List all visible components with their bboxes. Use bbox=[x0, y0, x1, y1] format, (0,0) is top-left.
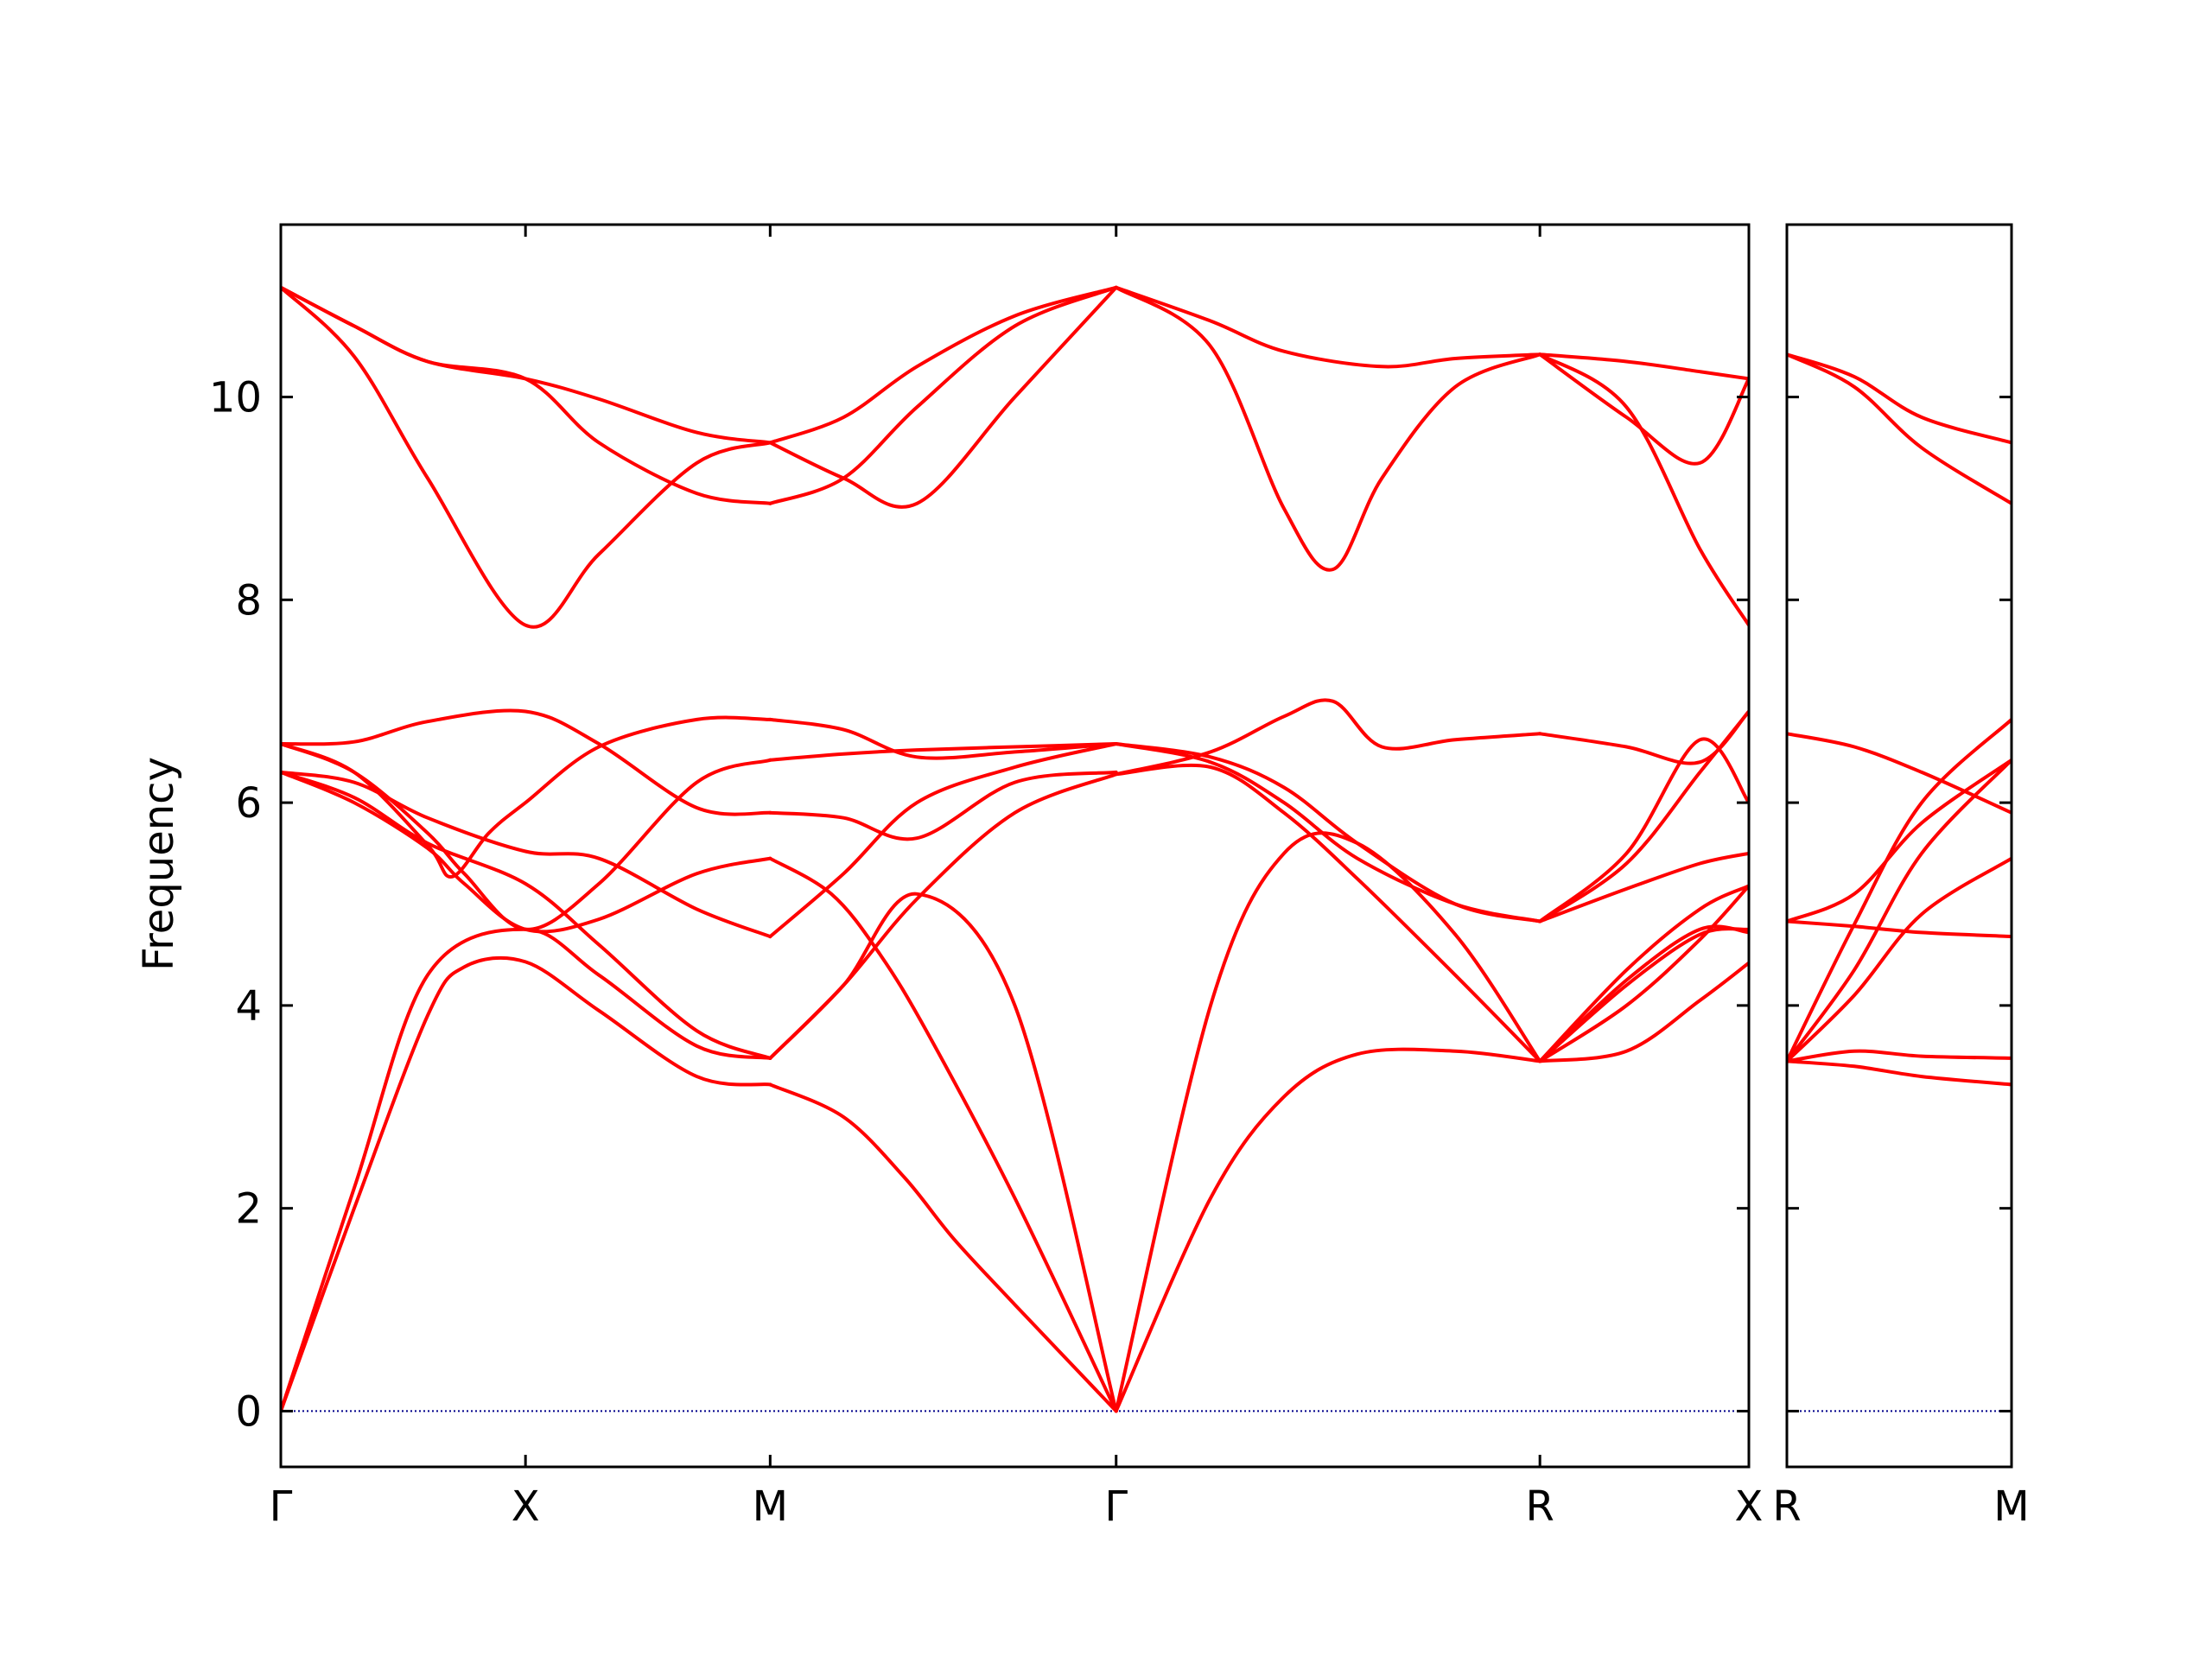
x-tick-label: X bbox=[512, 1482, 540, 1531]
band-line bbox=[1114, 698, 1542, 777]
band-line bbox=[1538, 709, 1749, 924]
band-line bbox=[1538, 961, 1749, 1063]
band-line bbox=[1114, 1047, 1542, 1413]
band-line bbox=[1787, 856, 2012, 1063]
band-line bbox=[1787, 717, 2012, 1063]
x-tick-label: R bbox=[1525, 1482, 1554, 1531]
band-line bbox=[768, 856, 1118, 1413]
x-tick-label: M bbox=[753, 1482, 788, 1531]
x-tick-label: R bbox=[1772, 1482, 1801, 1531]
band-line bbox=[1787, 758, 2012, 1063]
band-line bbox=[1787, 352, 2012, 505]
band-line bbox=[281, 285, 772, 445]
band-line bbox=[1538, 884, 1749, 1063]
x-tick-label: Γ bbox=[1104, 1482, 1128, 1531]
band-line bbox=[1114, 285, 1542, 572]
x-tick-label: X bbox=[1735, 1482, 1764, 1531]
band-line bbox=[768, 742, 1118, 762]
band-line bbox=[1538, 352, 1749, 466]
band-line bbox=[1114, 831, 1542, 1413]
x-tick-label: M bbox=[1993, 1482, 2029, 1531]
y-tick-label: 0 bbox=[235, 1387, 262, 1436]
band-line bbox=[1538, 851, 1749, 924]
band-line bbox=[281, 708, 772, 816]
band-line bbox=[1538, 737, 1749, 924]
band-line bbox=[768, 892, 1118, 1413]
band-line bbox=[281, 285, 772, 629]
series-group bbox=[281, 285, 1749, 1413]
band-line bbox=[1787, 1049, 2012, 1063]
band-line bbox=[768, 285, 1118, 445]
series-group bbox=[1787, 352, 2012, 1412]
band-line bbox=[1114, 763, 1542, 1063]
band-line bbox=[768, 742, 1118, 939]
band-line bbox=[281, 927, 772, 1413]
band-line bbox=[1787, 758, 2012, 924]
band-line bbox=[281, 285, 772, 505]
band-line bbox=[1787, 919, 2012, 939]
band-line bbox=[768, 717, 1118, 760]
x-tick-label: Γ bbox=[270, 1482, 293, 1531]
y-tick-label: 6 bbox=[235, 779, 262, 828]
y-axis-label: Frequency bbox=[135, 757, 183, 971]
y-tick-label: 2 bbox=[235, 1185, 262, 1234]
band-line bbox=[281, 742, 772, 931]
band-line bbox=[281, 955, 772, 1413]
band-line bbox=[1787, 352, 2012, 445]
band-line bbox=[281, 715, 772, 879]
band-line bbox=[1538, 709, 1749, 765]
band-line bbox=[1787, 1059, 2012, 1087]
band-line bbox=[768, 285, 1118, 509]
y-tick-label: 4 bbox=[235, 982, 262, 1031]
band-line bbox=[768, 285, 1118, 505]
y-tick-label: 8 bbox=[235, 576, 262, 625]
band-line bbox=[1538, 352, 1749, 627]
band-line bbox=[1538, 927, 1749, 1063]
y-tick-label: 10 bbox=[209, 374, 262, 422]
band-line bbox=[1787, 732, 2012, 815]
band-line bbox=[1114, 285, 1542, 369]
band-line bbox=[1538, 352, 1749, 381]
panel-frame bbox=[279, 223, 1751, 1469]
chart-panel-1: 0 2 4 6 8 10 Γ X M Γ R X bbox=[209, 223, 1764, 1531]
band-line bbox=[1538, 884, 1749, 1063]
panel-frame bbox=[1785, 223, 2013, 1469]
band-line bbox=[768, 770, 1118, 841]
band-line bbox=[768, 1082, 1118, 1413]
band-line bbox=[281, 770, 772, 1060]
band-line bbox=[281, 770, 772, 939]
